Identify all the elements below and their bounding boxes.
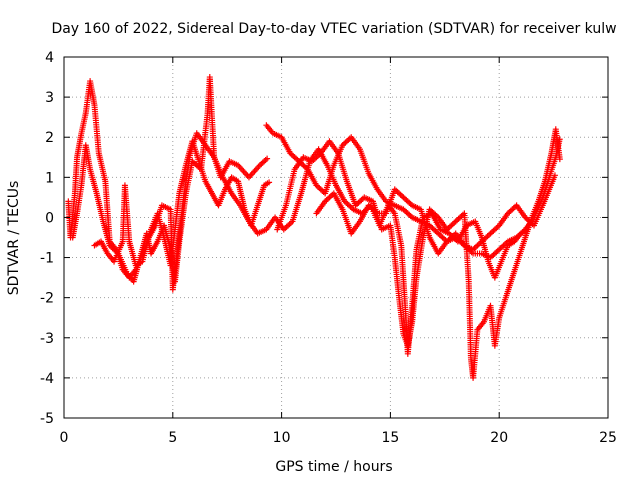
data-point	[556, 156, 563, 163]
series-trace-5	[274, 126, 563, 381]
x-tick-label: 20	[490, 430, 508, 446]
grid-lines	[64, 57, 608, 418]
y-tick-label: 2	[45, 130, 54, 146]
x-tick-label: 15	[381, 430, 399, 446]
x-tick-label: 5	[168, 430, 177, 446]
x-tick-label: 0	[60, 430, 69, 446]
axis-ticks: 0 5 10 15 20 25 -5 -4 -3 -2 -1 0 1 2 3 4	[40, 50, 617, 446]
y-tick-label: -5	[40, 411, 54, 427]
data-point	[551, 172, 558, 179]
y-tick-label: 1	[45, 170, 54, 186]
chart-title: Day 160 of 2022, Sidereal Day-to-day VTE…	[51, 21, 616, 37]
data-point	[264, 155, 271, 162]
y-tick-label: 3	[45, 90, 54, 106]
y-tick-label: -1	[40, 251, 54, 267]
data-point	[266, 179, 273, 186]
y-tick-label: 4	[45, 50, 54, 66]
y-tick-label: 0	[45, 210, 54, 226]
plot-frame	[63, 56, 609, 419]
y-tick-label: -2	[40, 291, 54, 307]
x-axis-label: GPS time / hours	[275, 459, 392, 475]
y-tick-label: -3	[40, 331, 54, 347]
y-axis-label: SDTVAR / TECUs	[6, 181, 22, 296]
series-trace-6	[313, 172, 558, 257]
series-trace-1	[65, 78, 273, 281]
x-tick-label: 25	[599, 430, 617, 446]
data-points	[65, 74, 563, 381]
x-tick-label: 10	[273, 430, 291, 446]
y-tick-label: -4	[40, 371, 54, 387]
